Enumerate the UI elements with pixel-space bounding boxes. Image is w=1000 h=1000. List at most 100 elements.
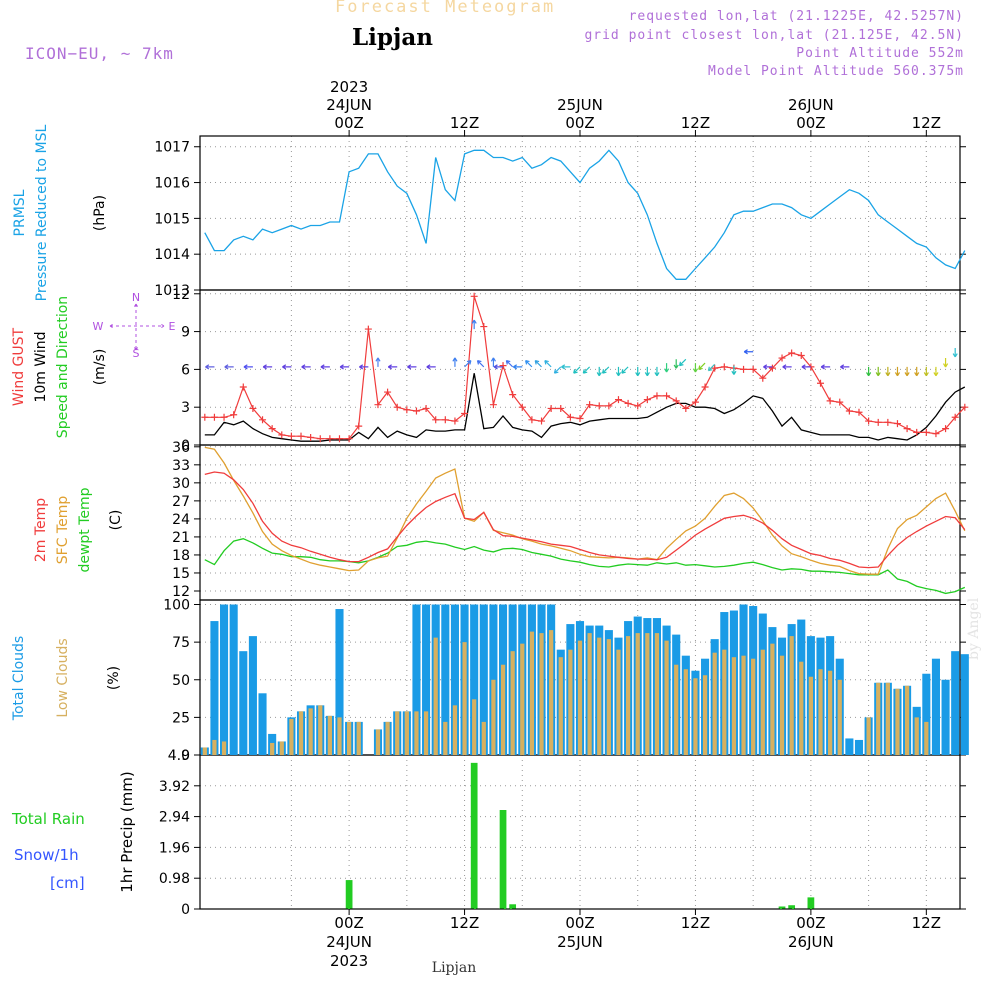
wind-direction-arrow (664, 363, 670, 373)
gust-marker (259, 416, 267, 424)
gust-marker (441, 416, 449, 424)
wind-direction-arrow (894, 366, 901, 377)
total-cloud-bar (931, 658, 940, 755)
total-cloud-bar (960, 654, 969, 755)
low-cloud-bar (914, 717, 919, 755)
wind-direction-arrow (282, 364, 292, 370)
location-name: Lipjan (352, 24, 433, 51)
gust-marker (701, 383, 709, 391)
wind-direction-arrow (673, 359, 679, 369)
y-tick-label: 12 (172, 287, 190, 303)
wind-direction-arrow (582, 366, 591, 374)
gust-marker (884, 418, 892, 426)
low-cloud-bar (895, 688, 900, 755)
low-cloud-bar (289, 718, 294, 755)
wind-direction-arrow (914, 366, 920, 377)
gust-marker (432, 416, 440, 424)
low-cloud-bar (346, 721, 352, 755)
low-cloud-bar (270, 742, 275, 755)
wind-gust-label: Wind GUST (11, 327, 27, 406)
low-cloud-bar (481, 721, 486, 755)
gust-marker (239, 383, 247, 391)
y-tick-label: 27 (172, 494, 190, 510)
wind-speed-dir-label: Speed and Direction (55, 296, 71, 438)
temp-2m-line (204, 471, 966, 569)
bottom-year-label: 2023 (330, 952, 368, 970)
gust-marker (836, 398, 844, 406)
bottom-date-label: 24JUN (326, 933, 372, 951)
low-cloud-bar (529, 631, 535, 755)
wind-direction-arrow (782, 364, 792, 370)
total-cloud-bar (450, 604, 459, 755)
top-year-label: 2023 (330, 78, 368, 96)
low-cloud-bar (462, 642, 467, 755)
compass-south: S (133, 347, 140, 360)
total-cloud-bar (239, 651, 248, 755)
wind-direction-arrow (654, 366, 660, 377)
gust-marker (499, 362, 507, 370)
low-cloud-bar (318, 705, 323, 755)
gust-marker (489, 401, 497, 409)
total-cloud-bar (854, 739, 864, 755)
y-tick-label: 1.96 (159, 840, 190, 856)
gust-marker (740, 365, 748, 373)
y-tick-label: 30 (172, 476, 190, 492)
gust-marker (268, 425, 276, 433)
wind-direction-arrow (359, 364, 369, 370)
bottom-time-label: 00Z (565, 914, 594, 932)
gust-marker (595, 402, 603, 410)
gust-marker (422, 404, 430, 412)
gust-marker (451, 417, 459, 425)
low-cloud-bar (904, 685, 910, 755)
y-tick-label: 25 (172, 710, 190, 726)
low-cloud-bar (433, 637, 438, 755)
low-cloud-bar (568, 649, 573, 755)
gust-marker (749, 365, 757, 373)
top-time-label: 00Z (334, 114, 363, 132)
low-cloud-bar (279, 741, 284, 755)
total-cloud-bar (922, 673, 931, 755)
wind-direction-arrow (464, 359, 472, 368)
y-tick-label: 4.9 (168, 748, 190, 764)
low-cloud-bar (443, 721, 448, 755)
low-cloud-bar (654, 633, 660, 755)
low-cloud-bar (712, 652, 717, 755)
bottom-time-label: 00Z (796, 914, 825, 932)
gust-marker (547, 404, 555, 412)
wind-direction-arrow (621, 366, 629, 374)
top-date-label: 25JUN (557, 96, 603, 114)
gust-marker (961, 403, 969, 411)
bottom-time-label: 12Z (450, 914, 479, 932)
gust-marker (297, 432, 305, 440)
y-tick-label: 1013 (154, 283, 190, 299)
gust-marker (210, 413, 218, 421)
wind-direction-arrow (573, 366, 581, 374)
gust-marker (624, 399, 632, 407)
low-cloud-bar (616, 649, 621, 755)
low-cloud-bar (924, 721, 929, 755)
low-cloud-bar (606, 639, 611, 755)
rain-bar (788, 905, 796, 909)
y-tick-label: 1015 (154, 211, 190, 227)
top-time-label: 12Z (450, 114, 479, 132)
y-tick-label: 21 (172, 530, 190, 546)
gust-marker (393, 403, 401, 411)
low-clouds-label: Low Clouds (55, 638, 71, 717)
y-tick-label: 24 (172, 512, 190, 528)
bottom-date-label: 26JUN (788, 933, 834, 951)
total-cloud-bar (951, 651, 960, 755)
gust-marker (711, 364, 719, 372)
total-cloud-bar (210, 621, 219, 755)
gust-marker (335, 435, 343, 443)
grid-point-coords: grid point closest lon,lat (21.125E, 42.… (584, 28, 964, 43)
gust-marker (720, 363, 728, 371)
wind-direction-arrow (596, 366, 602, 377)
low-cloud-bar (885, 682, 890, 755)
wind-direction-arrow (301, 364, 311, 370)
wind-direction-arrow (601, 366, 610, 374)
gust-marker (557, 404, 565, 412)
gust-marker (913, 428, 921, 436)
low-cloud-bar (452, 705, 458, 755)
y-tick-label: 1017 (154, 140, 190, 156)
top-time-label: 00Z (565, 114, 594, 132)
